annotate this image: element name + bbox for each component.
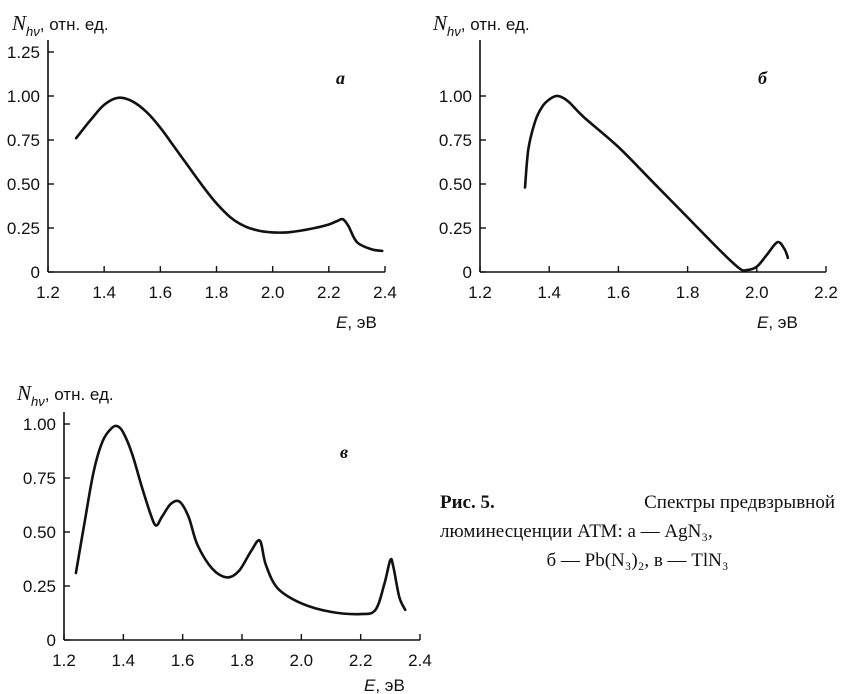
caption-line-1-text: Спектры предвзрывной (644, 492, 835, 513)
y-tick-label: 0.25 (7, 219, 40, 238)
y-axis-title: Nhν, отн. ед. (11, 11, 109, 39)
y-tick-label: 0.75 (7, 131, 40, 150)
series-line (523, 94, 790, 272)
y-tick-label: 1.25 (7, 43, 40, 62)
y-tick-label: 0.25 (439, 219, 472, 238)
caption-line-3: б — Pb(N₃)₂, в — TlN₃ (546, 550, 729, 571)
x-tick-label: 1.4 (112, 651, 136, 670)
x-tick-label: 2.2 (814, 283, 838, 302)
x-tick-label: 1.6 (607, 283, 631, 302)
y-tick-label: 0.50 (7, 175, 40, 194)
panel-letter: б (758, 68, 768, 88)
x-tick-label: 1.2 (468, 283, 492, 302)
x-axis-title: E, эВ (336, 313, 377, 332)
series-line (74, 96, 384, 253)
x-axis-title: E, эВ (364, 676, 405, 694)
y-tick-label: 0 (31, 263, 40, 282)
chart-panel-3: 1.2 1.4 1.6 1.8 2.0 2.2 2.4 0 0.25 0.50 0.75 1.00 Nh… (16, 381, 432, 694)
x-tick-label: 2.0 (290, 651, 314, 670)
y-tick-label: 0.75 (23, 469, 56, 488)
x-tick-label: 1.4 (92, 283, 116, 302)
x-tick-label: 2.2 (317, 283, 341, 302)
x-tick-label: 1.4 (537, 283, 561, 302)
x-tick-label: 2.4 (373, 283, 397, 302)
x-tick-label: 1.2 (36, 283, 60, 302)
y-tick-label: 0.50 (439, 175, 472, 194)
x-tick-label: 1.8 (205, 283, 229, 302)
y-axis-title: Nhν, отн. ед. (16, 381, 114, 409)
x-tick-label: 1.6 (171, 651, 195, 670)
caption-label: Рис. 5. (440, 492, 495, 513)
series-line (74, 424, 407, 616)
x-tick-label: 1.8 (676, 283, 700, 302)
y-tick-label: 0.50 (23, 523, 56, 542)
y-tick-label: 1.00 (439, 87, 472, 106)
panel-letter: а (336, 68, 345, 88)
chart-panel-2: 1.2 1.4 1.6 1.8 2.0 2.2 0 0.25 0.50 0.75 1.00 Nhν, … (432, 11, 838, 332)
y-tick-label: 0.75 (439, 131, 472, 150)
y-tick-label: 1.00 (23, 415, 56, 434)
caption-line-1: Рис. 5. Спектры предвзрывной (440, 488, 835, 517)
x-tick-label: 2.0 (261, 283, 285, 302)
x-tick-label: 2.0 (745, 283, 769, 302)
y-axis-title: Nhν, отн. ед. (432, 11, 530, 39)
figure-caption: Рис. 5. Спектры предвзрывной люминесценц… (440, 488, 835, 575)
chart-panel-1: 1.2 1.4 1.6 1.8 2.0 2.2 2.4 0 0.25 0.50 0.75 1.00 1.… (7, 11, 397, 332)
x-tick-label: 1.6 (149, 283, 173, 302)
y-tick-label: 0 (463, 263, 472, 282)
x-axis-title: E, эВ (757, 313, 798, 332)
x-tick-label: 2.4 (408, 651, 432, 670)
x-tick-label: 2.2 (349, 651, 373, 670)
y-tick-label: 0 (47, 631, 56, 650)
caption-line-2: люминесценции АТМ: а — AgN₃, (440, 521, 713, 542)
panel-letter: в (340, 442, 348, 462)
x-tick-label: 1.8 (230, 651, 254, 670)
y-tick-label: 0.25 (23, 577, 56, 596)
x-tick-label: 1.2 (52, 651, 76, 670)
y-tick-label: 1.00 (7, 87, 40, 106)
